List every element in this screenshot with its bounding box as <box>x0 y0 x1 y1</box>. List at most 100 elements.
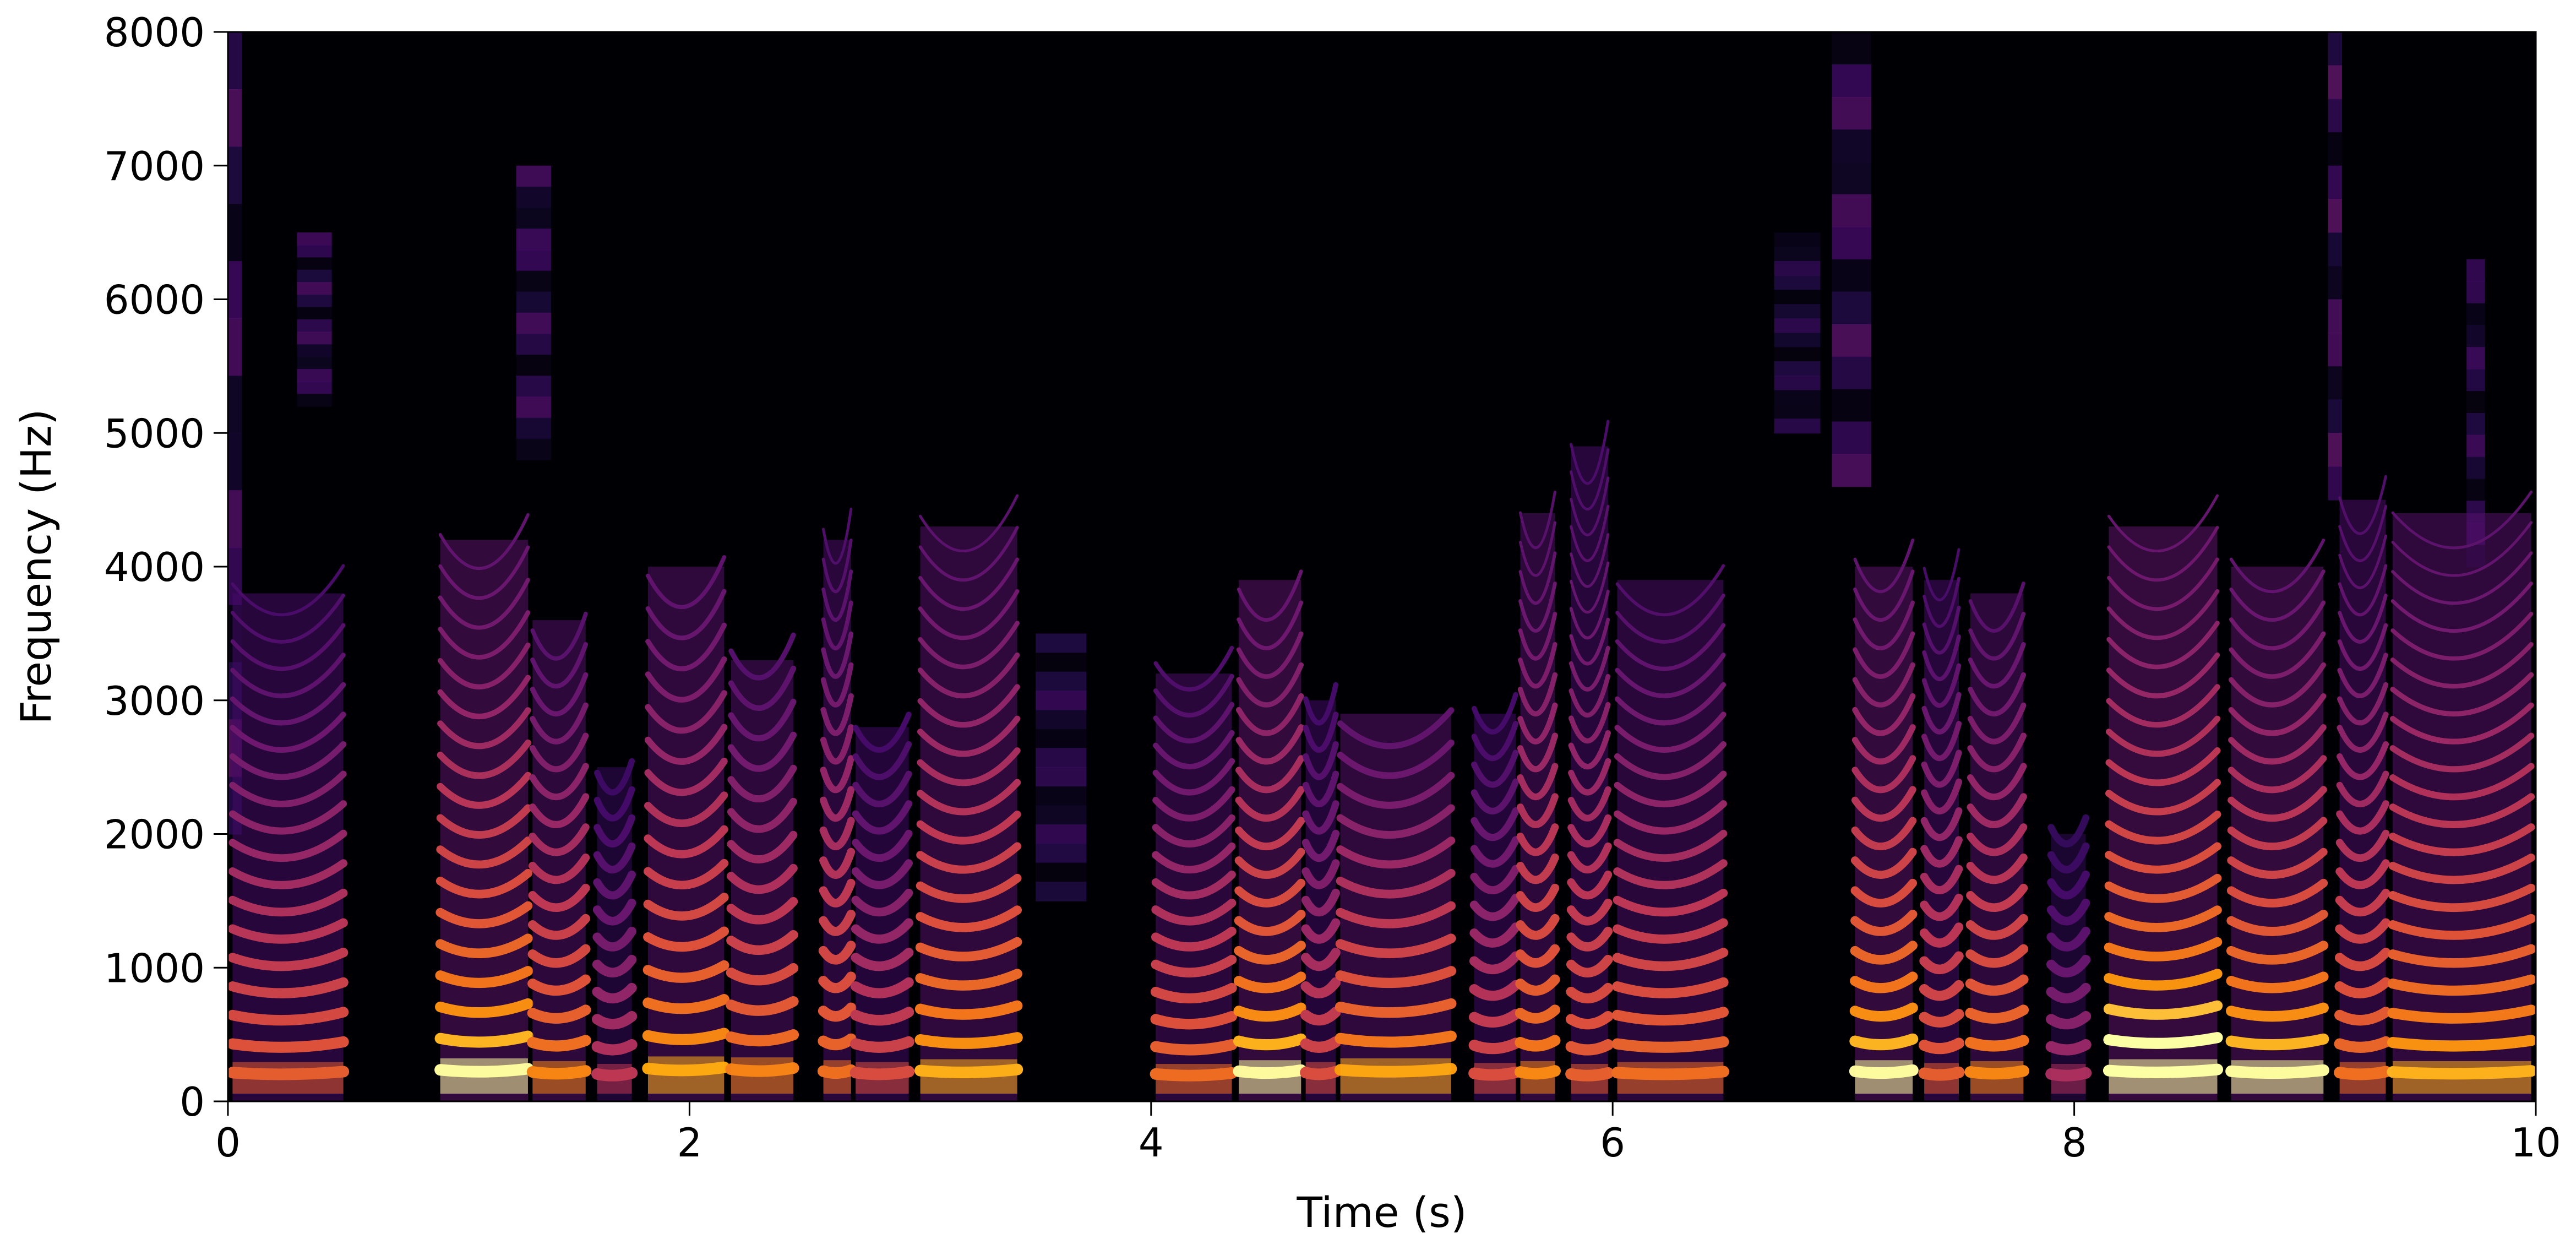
fricative-noise-patch <box>228 204 242 262</box>
fricative-noise-patch <box>1832 454 1871 487</box>
harmonic-stripe <box>645 622 727 672</box>
harmonic-stripe <box>1920 807 1963 841</box>
harmonic-stripe <box>850 1036 914 1053</box>
harmonic-stripe <box>645 690 727 734</box>
plot-area <box>227 31 2537 1102</box>
harmonic-stripe <box>851 948 914 971</box>
harmonic-stripe <box>1968 612 2026 661</box>
harmonic-stripe <box>228 859 347 889</box>
fricative-noise-patch <box>297 319 332 333</box>
fundamental-band <box>232 1062 344 1094</box>
harmonic-stripe <box>2388 854 2535 884</box>
harmonic-stripe <box>2046 982 2091 1004</box>
harmonic-stripe <box>1237 600 1304 650</box>
harmonic-stripe <box>915 969 1022 991</box>
fundamental-band <box>597 1064 632 1094</box>
harmonic-stripe <box>1921 778 1963 814</box>
harmonic-stripe <box>594 758 635 796</box>
harmonic-stripe <box>726 963 799 986</box>
harmonic-stripe <box>592 926 636 952</box>
fricative-noise-patch <box>297 344 332 357</box>
y-tick-label: 1000 <box>104 945 205 991</box>
harmonic-stripe <box>1613 859 1728 889</box>
fricative-noise-patch <box>228 261 242 319</box>
fricative-noise-patch <box>2466 369 2485 392</box>
harmonic-stripe <box>916 842 1022 874</box>
harmonic-stripe <box>1336 836 1456 869</box>
fricative-noise-patch <box>1774 419 1821 434</box>
harmonic-stripe <box>591 1039 638 1056</box>
harmonic-stripe <box>1519 491 1556 550</box>
harmonic-stripe <box>1569 645 1610 692</box>
fricative-noise-patch <box>2328 265 2342 300</box>
harmonic-stripe <box>2337 623 2388 671</box>
y-tick-label: 3000 <box>104 678 205 724</box>
harmonic-stripe <box>1152 814 1235 847</box>
harmonic-stripe <box>1516 823 1559 856</box>
harmonic-stripe <box>435 933 533 958</box>
fricative-noise-patch <box>297 269 332 283</box>
harmonic-stripe <box>2226 971 2329 993</box>
harmonic-stripe <box>1853 569 1915 622</box>
harmonic-stripe <box>2388 883 2536 912</box>
harmonic-stripe <box>1303 711 1339 753</box>
fricative-noise-patch <box>1774 232 1821 248</box>
harmonic-stripe <box>1568 758 1611 796</box>
fricative-noise-patch <box>1832 291 1871 325</box>
harmonic-stripe <box>1235 724 1304 765</box>
fricative-noise-patch <box>2328 32 2342 66</box>
harmonic-stripe <box>918 621 1020 670</box>
harmonic-stripe <box>1919 1037 1965 1055</box>
harmonic-stripe <box>726 930 798 955</box>
harmonic-stripe <box>1566 954 1613 977</box>
harmonic-stripe <box>2334 948 2391 971</box>
harmonic-stripe <box>1922 634 1961 681</box>
harmonic-stripe <box>1234 847 1305 879</box>
harmonic-stripe <box>1923 577 1960 628</box>
harmonic-stripe <box>1515 1004 1561 1024</box>
harmonic-stripe <box>1518 551 1557 605</box>
harmonic-stripe <box>2337 682 2389 726</box>
harmonic-stripe <box>1614 800 1727 835</box>
fricative-noise-patch <box>516 229 551 251</box>
harmonic-stripe <box>230 711 346 753</box>
harmonic-stripe <box>1303 682 1338 726</box>
harmonic-stripe <box>2104 873 2222 903</box>
harmonic-stripe <box>1335 1030 1457 1048</box>
harmonic-stripe <box>853 711 912 753</box>
fricative-noise-patch <box>1832 64 1871 97</box>
harmonic-stripe <box>917 652 1020 699</box>
harmonic-stripe <box>438 513 530 571</box>
harmonic-stripe <box>1150 1010 1238 1030</box>
fricative-noise-patch <box>228 318 242 377</box>
harmonic-stripe <box>1853 539 1915 594</box>
harmonic-stripe <box>2391 551 2533 605</box>
harmonic-stripe <box>1235 755 1305 794</box>
harmonic-stripe <box>1569 673 1611 718</box>
fricative-noise-patch <box>2328 99 2342 133</box>
harmonic-stripe <box>1612 977 1729 998</box>
fricative-noise-patch <box>1832 226 1871 260</box>
harmonic-stripe <box>819 878 856 908</box>
harmonic-stripe <box>1568 730 1611 770</box>
harmonic-stripe <box>1850 910 1918 936</box>
harmonic-stripe <box>1515 1035 1561 1052</box>
harmonic-stripe <box>1301 859 1340 889</box>
harmonic-stripe <box>644 791 728 827</box>
harmonic-stripe <box>1849 1002 1918 1022</box>
harmonic-stripe <box>2047 842 2090 874</box>
harmonic-stripe <box>1966 883 2028 912</box>
x-tick-label: 8 <box>2062 1120 2087 1166</box>
harmonic-stripe <box>819 847 856 879</box>
harmonic-stripe <box>2391 521 2533 577</box>
harmonic-stripe <box>917 715 1021 757</box>
fricative-noise-patch <box>1036 824 1087 844</box>
harmonic-stripe <box>1152 842 1236 874</box>
fricative-noise-patch <box>228 89 242 148</box>
fundamental-band <box>823 1060 851 1094</box>
harmonic-stripe <box>437 675 531 720</box>
harmonic-stripe <box>1967 793 2027 828</box>
fundamental-band <box>1305 1062 1336 1094</box>
harmonic-stripe <box>1151 898 1237 926</box>
harmonic-stripe <box>593 870 636 900</box>
